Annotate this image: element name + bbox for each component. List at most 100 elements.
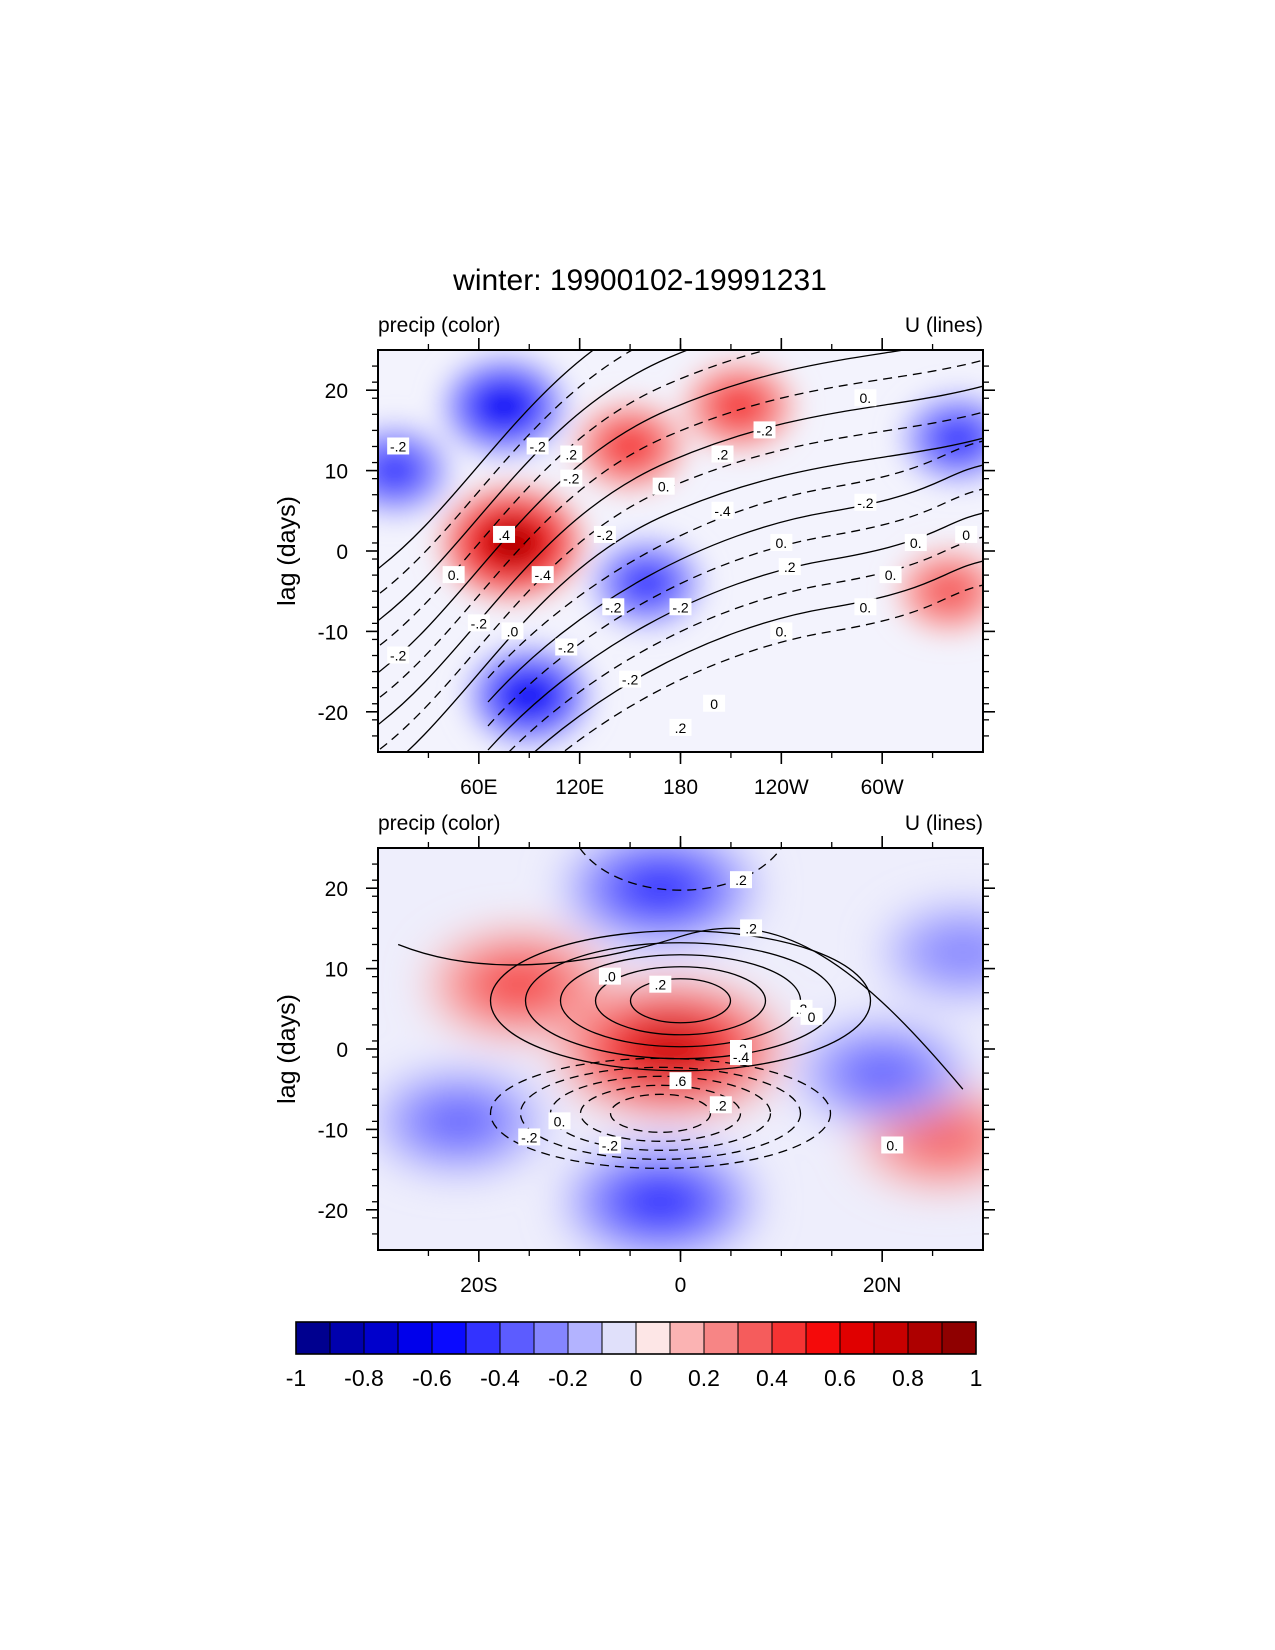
contour-label: 0	[962, 527, 970, 543]
contour-label-box	[854, 493, 877, 511]
colorbar-swatch	[465, 1321, 501, 1355]
contour-label: 0.	[554, 1113, 566, 1129]
contour-label: .0	[604, 969, 616, 985]
x-tick-label: 180	[663, 776, 698, 799]
precip-anomaly-blob	[378, 455, 414, 486]
contour-label: -.2	[558, 639, 575, 655]
colorbar-label: -1	[286, 1365, 306, 1391]
u-contour-line	[579, 1084, 742, 1142]
colorbar-label: 0.6	[824, 1365, 856, 1391]
contour-label-box	[555, 638, 578, 656]
contour-label-box	[548, 1112, 571, 1130]
colorbar-swatch	[941, 1321, 977, 1355]
u-contour-line	[579, 848, 782, 891]
y-tick-label: 10	[325, 959, 348, 982]
contour-label-box	[526, 437, 549, 455]
contour-label: 0.	[860, 390, 872, 406]
contour-label-box	[730, 1048, 752, 1066]
u-contour-line	[609, 1093, 712, 1133]
colorbar-swatch	[839, 1321, 875, 1355]
u-contour-line	[397, 927, 964, 1090]
contour-label: -.2	[563, 471, 580, 487]
colorbar-label: -0.2	[548, 1365, 588, 1391]
x-tick-label: 20S	[460, 1274, 497, 1297]
x-tick-label: 120W	[754, 776, 809, 799]
contour-label-box	[730, 871, 752, 889]
colorbar-swatch	[363, 1321, 399, 1355]
y-tick-label: -20	[318, 702, 348, 725]
colorbar-swatch	[397, 1321, 433, 1355]
contour-label: -.2	[390, 648, 407, 664]
contour-label: 0	[710, 696, 718, 712]
contour-label-box	[711, 445, 734, 463]
y-tick-label: -10	[318, 1119, 348, 1142]
colorbar-swatch	[635, 1321, 671, 1355]
y-tick-label: -20	[318, 1200, 348, 1223]
precip-anomaly-blob	[627, 568, 666, 599]
precip-anomaly-blob	[720, 391, 759, 422]
precip-anomaly-blob	[611, 431, 650, 462]
bottom-left-label: precip (color)	[378, 812, 501, 835]
contour-label-box	[753, 421, 776, 439]
contour-label-box	[560, 469, 583, 487]
contour-label: .2	[784, 559, 796, 575]
colorbar-label: -0.8	[344, 1365, 384, 1391]
contour-label: 0.	[885, 567, 897, 583]
u-contour-line	[378, 359, 983, 700]
u-contour-line	[378, 385, 983, 726]
y-tick-label: 20	[325, 878, 348, 901]
colorbar-swatch	[873, 1321, 909, 1355]
top-right-label: U (lines)	[905, 314, 983, 337]
precip-anomaly-blob	[488, 966, 551, 1003]
y-tick-label: -10	[318, 621, 348, 644]
contour-label: -.4	[535, 567, 552, 583]
contour-label-box	[531, 566, 554, 584]
contour-label: .2	[675, 720, 687, 736]
contour-label: -.2	[602, 1137, 619, 1153]
contour-label: -.4	[714, 503, 731, 519]
precip-anomaly-blob	[905, 1115, 980, 1159]
contour-label: 0.	[910, 535, 922, 551]
contour-label-box	[770, 622, 793, 640]
x-tick-label: 60W	[861, 776, 904, 799]
u-contour-line	[562, 584, 983, 752]
y-tick-label: 0	[336, 1039, 348, 1062]
contour-label-box	[598, 967, 621, 985]
colorbar-swatch	[295, 1321, 331, 1355]
y-tick-label: 0	[336, 541, 348, 564]
contour-label-box	[711, 501, 734, 519]
contour-label: 0.	[775, 535, 787, 551]
u-contour-line	[629, 978, 732, 1024]
contour-label-box	[493, 525, 516, 543]
contour-label-box	[881, 1136, 904, 1154]
panel-top: precip (color) U (lines) -.2.2-.2-.2.4-.…	[273, 314, 995, 799]
contour-label-box	[669, 718, 692, 736]
contour-label-box	[669, 598, 692, 616]
u-contour-line	[533, 560, 983, 752]
contour-label: .2	[715, 1097, 727, 1113]
precip-anomaly-blob	[926, 573, 973, 610]
colorbar-swatch	[771, 1321, 807, 1355]
bottom-right-label: U (lines)	[905, 812, 983, 835]
contour-label-box	[387, 646, 410, 664]
contour-label: .4	[498, 527, 510, 543]
contour-label: 0.	[775, 623, 787, 639]
bottom-precip-field: .2.2.0.2.20.2-.4.6.20.-.2-.20.	[378, 848, 983, 1250]
u-contour-line	[519, 1066, 802, 1160]
contour-label-box	[854, 389, 877, 407]
x-tick-label: 0	[675, 1274, 687, 1297]
colorbar-swatch	[567, 1321, 603, 1355]
contour-label: .0	[507, 623, 519, 639]
colorbar-label: -0.6	[412, 1365, 452, 1391]
colorbar-label: 0.2	[688, 1365, 720, 1391]
contour-label: .2	[735, 872, 747, 888]
contour-label: 0.	[658, 479, 670, 495]
contour-label: .2	[717, 447, 729, 463]
contour-label-box	[593, 525, 616, 543]
u-contour-line	[378, 350, 769, 648]
contour-label-box	[778, 558, 801, 576]
u-contour-line	[489, 1057, 832, 1169]
contour-label: -.2	[390, 438, 407, 454]
contour-label-box	[854, 598, 877, 616]
